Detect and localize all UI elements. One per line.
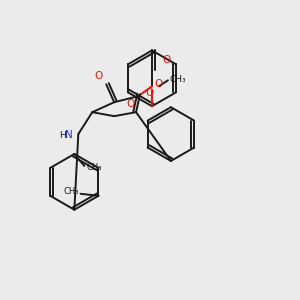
Text: H: H <box>58 130 65 140</box>
Text: O: O <box>154 79 162 89</box>
Text: O: O <box>94 71 102 81</box>
Text: CH₃: CH₃ <box>86 164 102 172</box>
Text: CH₃: CH₃ <box>170 75 187 84</box>
Text: O: O <box>127 99 135 109</box>
Text: O: O <box>162 56 170 65</box>
Text: N: N <box>64 130 72 140</box>
Text: CH₃: CH₃ <box>63 187 79 196</box>
Text: O: O <box>145 88 153 98</box>
